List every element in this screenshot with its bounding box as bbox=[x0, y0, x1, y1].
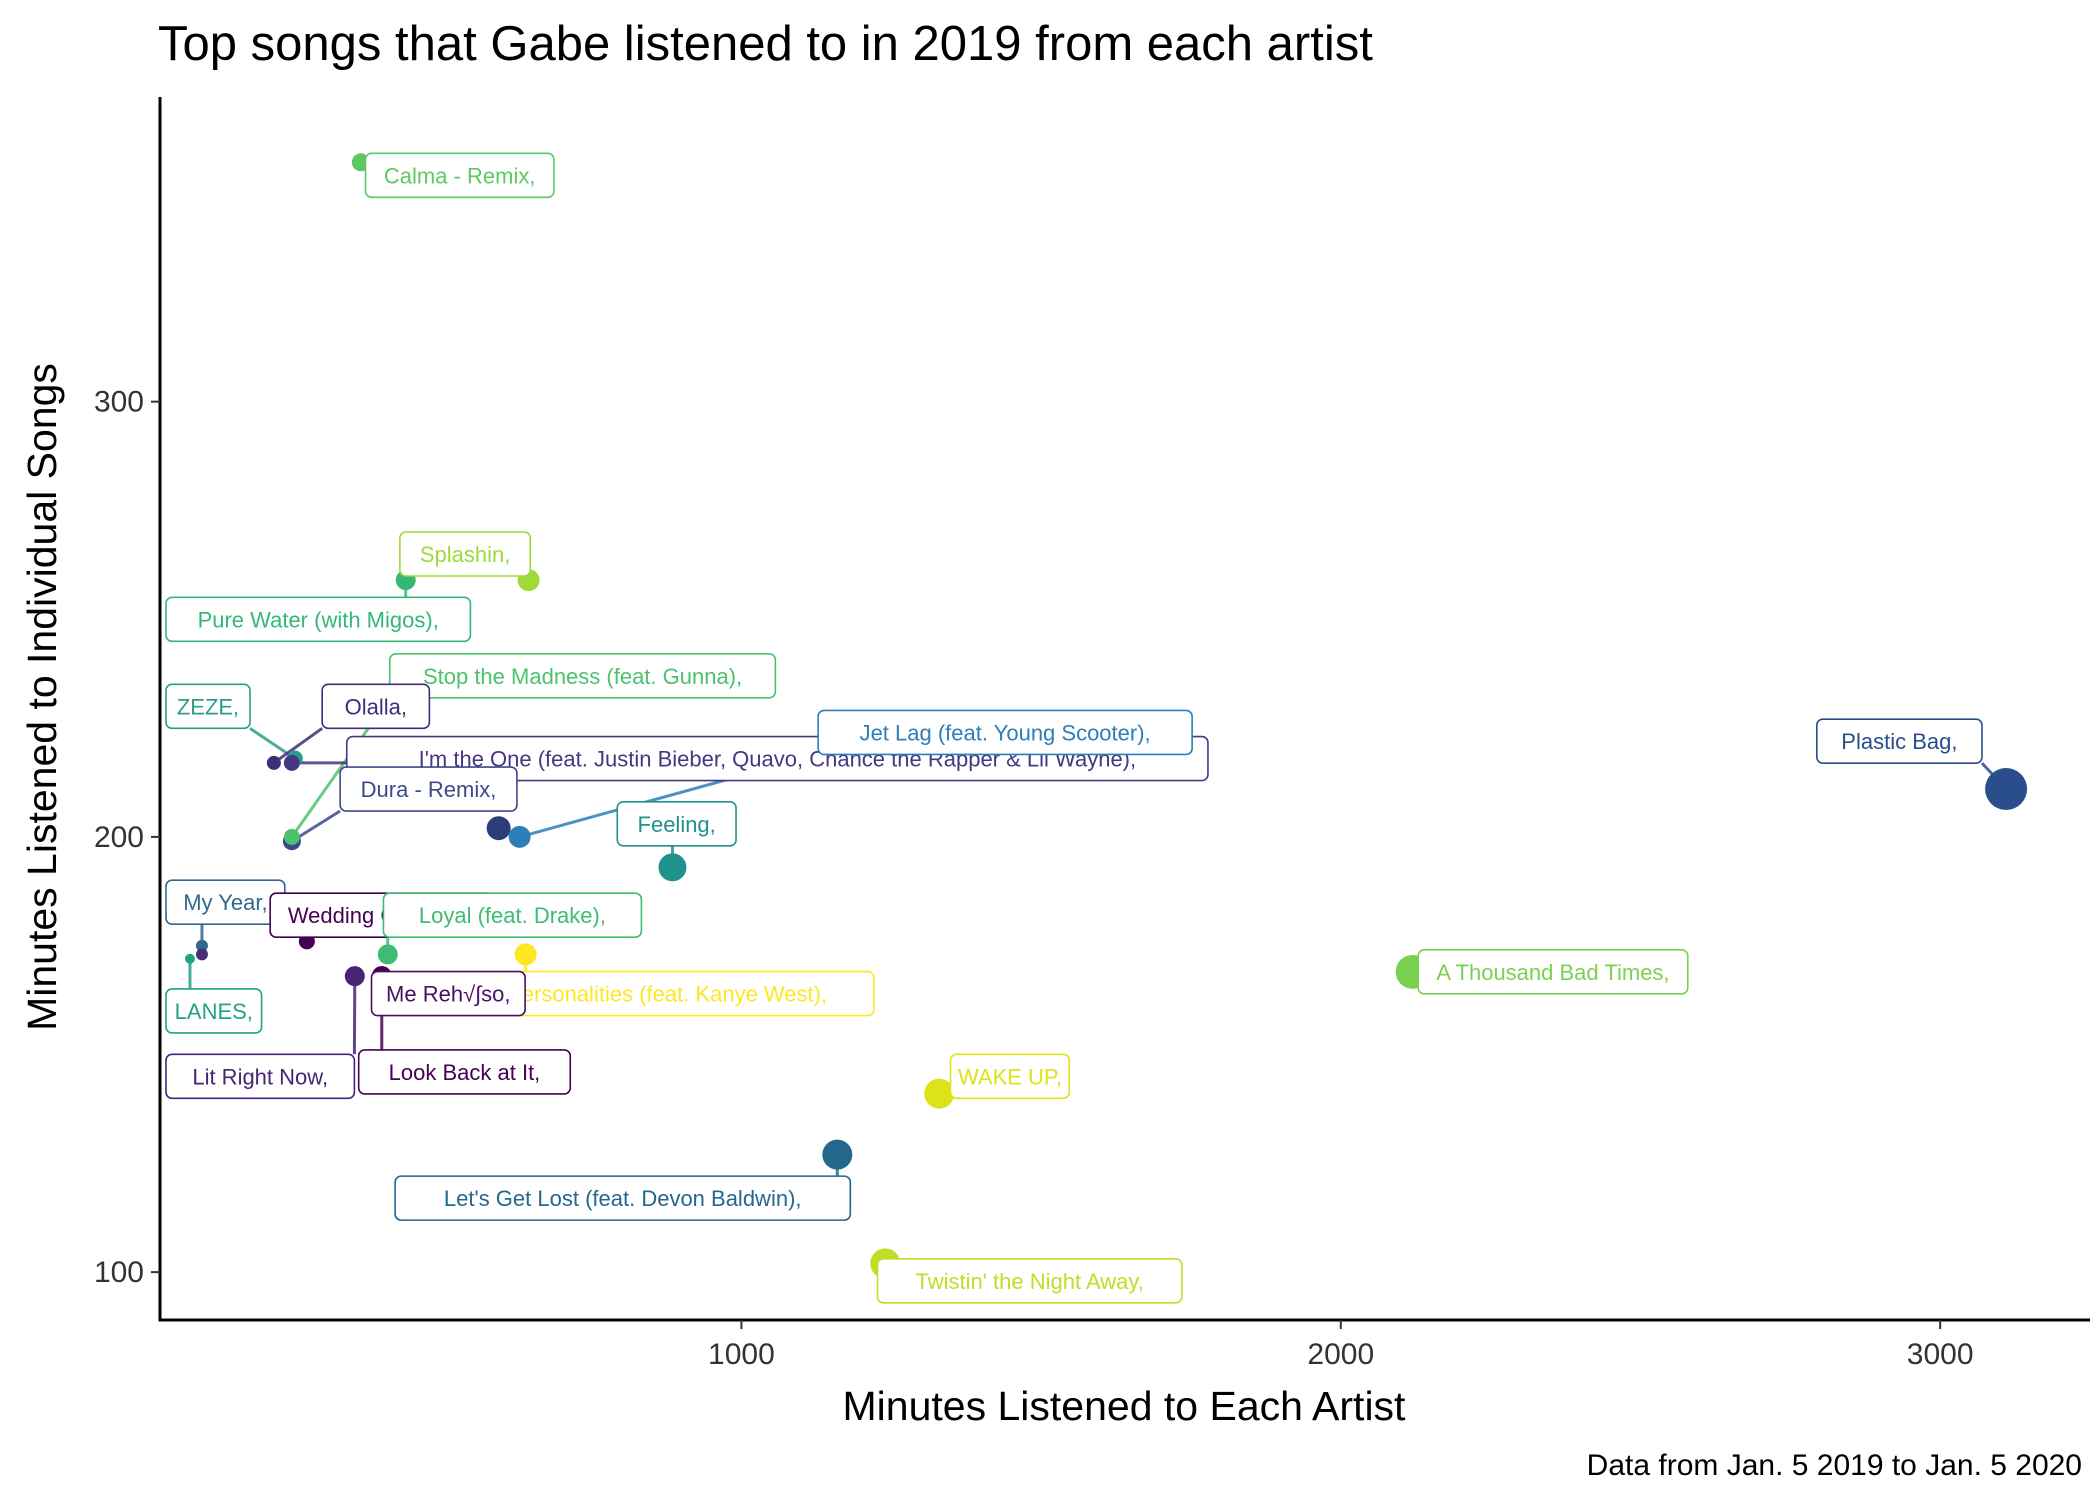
point-label: Jet Lag (feat. Young Scooter), bbox=[817, 709, 1193, 756]
data-point bbox=[486, 816, 511, 841]
point-label-text: Twistin' the Night Away, bbox=[916, 1269, 1144, 1294]
y-axis-title: Minutes Listened to Individual Songs bbox=[19, 363, 65, 1031]
x-tick-label: 3000 bbox=[1907, 1338, 1974, 1371]
label-box bbox=[876, 1258, 1183, 1304]
label-leader-line bbox=[273, 727, 324, 765]
point-label-text: Me Reh√∫so, bbox=[386, 982, 510, 1007]
point-label: Pure Water (with Migos), bbox=[165, 596, 472, 643]
label-box bbox=[165, 988, 263, 1034]
point-label: Loyal (feat. Drake), bbox=[382, 892, 643, 939]
data-point bbox=[283, 828, 300, 845]
label-box bbox=[817, 709, 1193, 756]
label-box bbox=[165, 596, 472, 643]
data-point bbox=[508, 825, 531, 848]
point-label: Plastic Bag, bbox=[1815, 718, 1983, 764]
point-labels: Calma - Remix, Splashin, Pure Water (with … bbox=[165, 152, 1983, 1304]
point-label: Olalla, bbox=[321, 683, 431, 730]
x-tick-label: 1000 bbox=[708, 1338, 775, 1371]
label-box bbox=[616, 801, 737, 847]
point-label: LANES, bbox=[165, 988, 263, 1034]
data-point bbox=[377, 944, 398, 965]
label-box bbox=[339, 766, 518, 812]
point-label: ZEZE, bbox=[165, 683, 251, 730]
point-label-text: Look Back at It, bbox=[389, 1060, 541, 1085]
point-label: Twistin' the Night Away, bbox=[876, 1258, 1183, 1304]
data-point bbox=[1985, 768, 2028, 811]
point-label-text: Splashin, bbox=[420, 542, 511, 567]
point-label-text: Jet Lag (feat. Young Scooter), bbox=[860, 720, 1151, 745]
point-label-text: Lit Right Now, bbox=[192, 1064, 328, 1089]
label-box bbox=[1815, 718, 1983, 764]
data-point bbox=[195, 948, 208, 961]
chart-title: Top songs that Gabe listened to in 2019 … bbox=[158, 17, 1373, 71]
point-label-text: Dura - Remix, bbox=[361, 777, 497, 802]
data-point bbox=[822, 1139, 853, 1170]
label-box bbox=[388, 653, 777, 699]
point-label: Let's Get Lost (feat. Devon Baldwin), bbox=[394, 1175, 852, 1221]
point-label: Feeling, bbox=[616, 801, 737, 847]
data-point bbox=[514, 943, 537, 966]
point-label: Dura - Remix, bbox=[339, 766, 518, 812]
y-tick-label: 200 bbox=[94, 821, 144, 854]
label-leader-line bbox=[291, 809, 341, 843]
point-label-text: Let's Get Lost (feat. Devon Baldwin), bbox=[444, 1186, 802, 1211]
x-axis-title: Minutes Listened to Each Artist bbox=[843, 1383, 1407, 1429]
point-label-text: Pure Water (with Migos), bbox=[198, 607, 439, 632]
label-box bbox=[394, 1175, 852, 1221]
data-point bbox=[266, 755, 281, 770]
point-label-text: Stop the Madness (feat. Gunna), bbox=[423, 664, 742, 689]
x-tick-label: 2000 bbox=[1307, 1338, 1374, 1371]
y-tick-label: 100 bbox=[94, 1256, 144, 1289]
point-label: Look Back at It, bbox=[357, 1049, 572, 1095]
point-label: Calma - Remix, bbox=[364, 152, 555, 199]
point-label-text: LANES, bbox=[175, 999, 253, 1024]
point-label-text: Calma - Remix, bbox=[384, 163, 536, 188]
point-label-text: Olalla, bbox=[345, 694, 407, 719]
label-box bbox=[165, 1053, 356, 1100]
point-label: Stop the Madness (feat. Gunna), bbox=[388, 653, 777, 699]
label-box bbox=[357, 1049, 572, 1095]
point-label-text: Feeling, bbox=[638, 812, 716, 837]
point-label: A Thousand Bad Times, bbox=[1417, 949, 1689, 995]
label-box bbox=[321, 683, 431, 730]
point-label-text: ZEZE, bbox=[177, 694, 239, 719]
point-label: WAKE UP, bbox=[949, 1053, 1071, 1100]
label-box bbox=[370, 970, 526, 1017]
label-box bbox=[364, 152, 555, 199]
data-point bbox=[924, 1078, 955, 1109]
point-label: My Year, bbox=[165, 879, 286, 925]
point-label-text: My Year, bbox=[183, 890, 267, 915]
chart-caption: Data from Jan. 5 2019 to Jan. 5 2020 bbox=[1587, 1449, 2082, 1482]
point-label: Splashin, bbox=[399, 531, 532, 577]
point-label: Lit Right Now, bbox=[165, 1053, 356, 1100]
data-point bbox=[283, 754, 300, 771]
point-label-text: Plastic Bag, bbox=[1841, 729, 1957, 754]
label-box bbox=[949, 1053, 1071, 1100]
axis-ticks: 1000 2000 3000 100 200 300 bbox=[94, 386, 1974, 1371]
point-label-text: WAKE UP, bbox=[958, 1064, 1062, 1089]
label-box bbox=[382, 892, 643, 939]
label-box bbox=[399, 531, 532, 577]
label-box bbox=[1417, 949, 1689, 995]
data-point bbox=[184, 953, 195, 964]
data-point bbox=[344, 966, 365, 987]
data-point bbox=[658, 853, 687, 882]
data-point bbox=[195, 939, 208, 952]
label-box bbox=[165, 683, 251, 730]
point-label-text: A Thousand Bad Times, bbox=[1436, 960, 1669, 985]
point-label: Me Reh√∫so, bbox=[370, 970, 526, 1017]
point-label-text: Loyal (feat. Drake), bbox=[419, 903, 606, 928]
y-tick-label: 300 bbox=[94, 386, 144, 419]
